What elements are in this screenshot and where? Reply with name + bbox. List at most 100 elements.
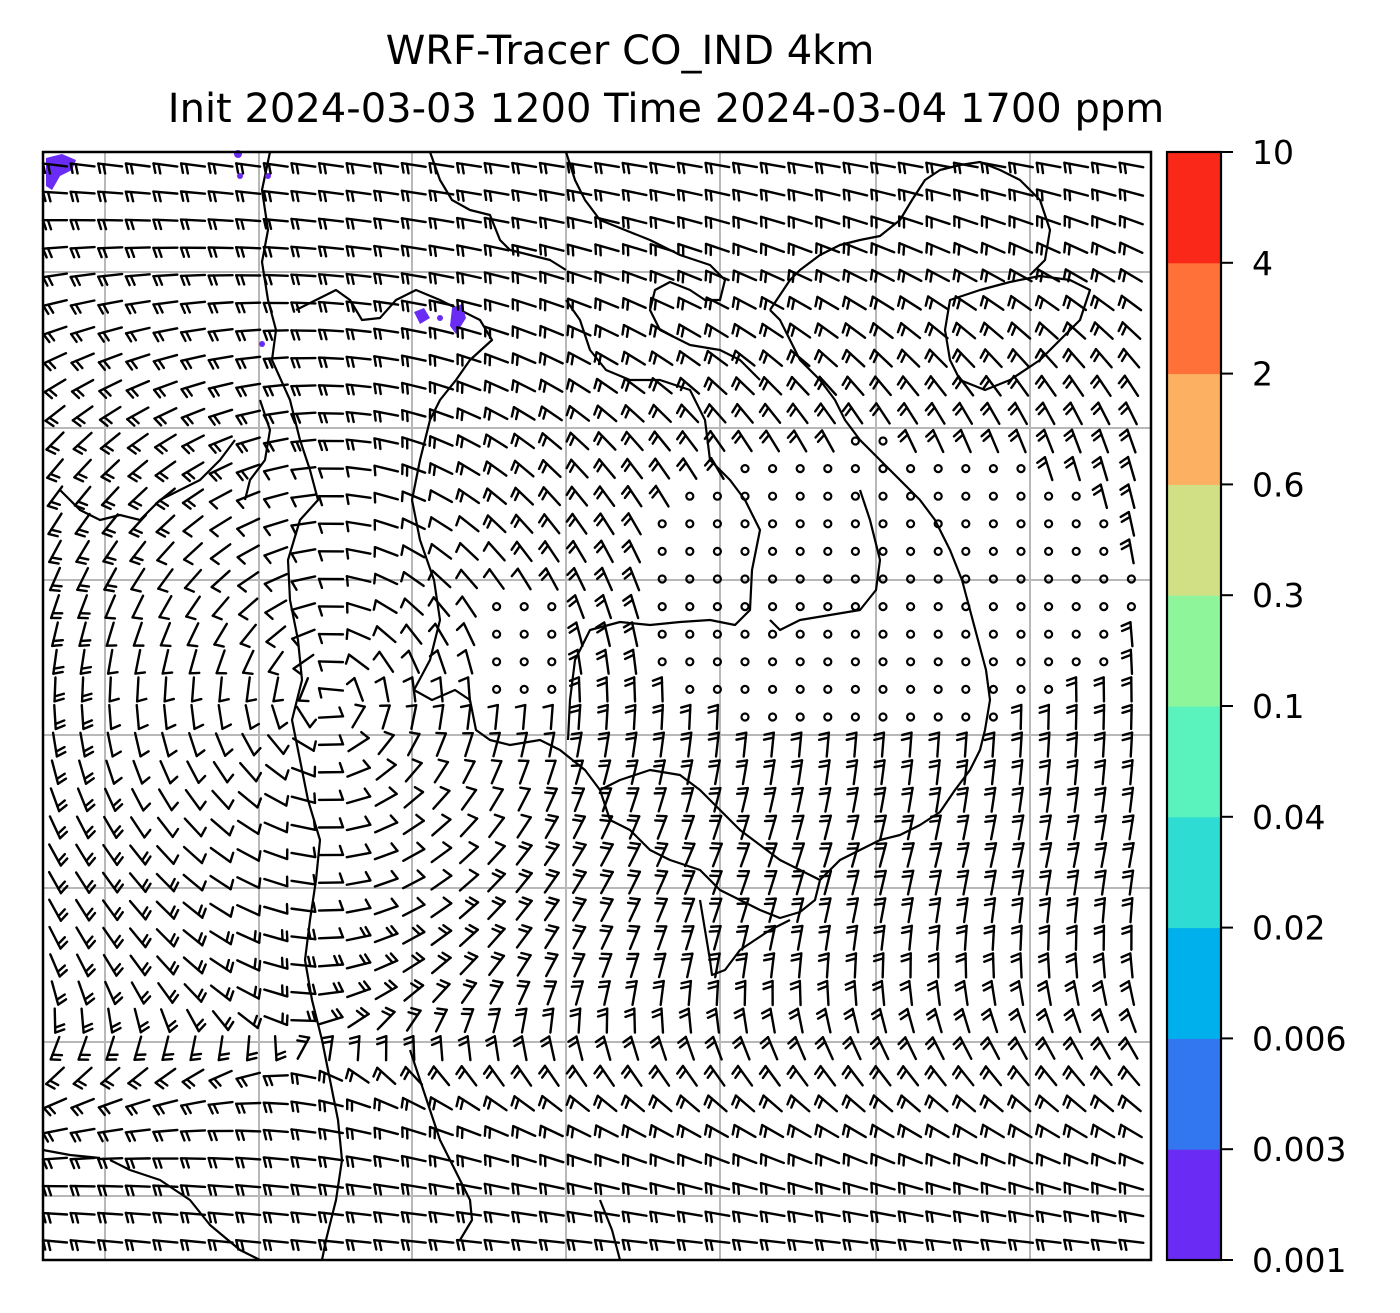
wind-barb	[901, 786, 914, 813]
wind-barb	[488, 813, 506, 839]
wind-barb	[565, 539, 587, 563]
wind-barb	[264, 599, 288, 621]
wind-barb	[180, 354, 206, 371]
wind-barb	[572, 896, 587, 922]
wind-barb	[401, 869, 426, 890]
wind-barb	[676, 1124, 702, 1139]
wind-barb	[896, 1094, 921, 1113]
calm-wind-marker	[795, 629, 805, 639]
wind-barb	[677, 242, 703, 257]
wind-barb	[1066, 842, 1080, 868]
wind-barb	[295, 705, 318, 729]
wind-barb	[48, 815, 69, 840]
wind-barb	[842, 268, 868, 283]
wind-barb	[544, 786, 558, 812]
calm-wind-marker	[878, 574, 888, 584]
wind-barb	[482, 487, 508, 505]
wind-barb	[1091, 455, 1109, 482]
wind-barb	[152, 190, 179, 203]
wind-barb	[291, 628, 316, 648]
wind-barb	[870, 1007, 888, 1034]
wind-barb	[593, 431, 617, 451]
wind-barb	[594, 1182, 620, 1196]
calm-wind-marker	[712, 491, 723, 501]
wind-barb	[290, 602, 317, 619]
calm-wind-marker	[878, 629, 888, 639]
wind-barb	[455, 1210, 483, 1224]
wind-barb	[124, 190, 151, 203]
calm-wind-marker	[905, 464, 916, 474]
wind-barb	[211, 596, 230, 621]
wind-barb	[515, 924, 533, 949]
wind-barb	[787, 215, 813, 229]
calm-wind-marker	[795, 601, 805, 612]
wind-barb	[597, 731, 611, 758]
wind-barb	[599, 814, 614, 840]
wind-barb	[1038, 703, 1051, 731]
wind-barb	[482, 568, 505, 590]
wind-barb	[763, 759, 776, 786]
wind-barb	[900, 759, 914, 786]
wind-barb	[598, 759, 612, 786]
calm-wind-marker	[933, 601, 943, 612]
wind-barb	[814, 242, 841, 256]
wind-barb	[979, 321, 1004, 340]
wind-barb	[483, 1182, 510, 1196]
calm-wind-marker	[795, 657, 805, 667]
wind-barb	[236, 517, 261, 537]
wind-barb	[69, 299, 96, 315]
wind-barb	[1120, 621, 1134, 648]
wind-barb	[709, 869, 723, 896]
calm-wind-marker	[712, 546, 723, 557]
calm-wind-marker	[1043, 601, 1054, 612]
wind-barb	[265, 763, 290, 781]
calm-wind-marker	[1016, 601, 1026, 612]
wind-barb	[53, 1007, 66, 1034]
wind-barb	[266, 734, 290, 756]
wind-barb	[951, 321, 977, 340]
wind-barb	[51, 621, 65, 648]
wind-barb	[400, 354, 427, 368]
wind-barb	[433, 758, 450, 784]
wind-barb	[273, 1035, 287, 1062]
wind-barb	[874, 842, 888, 868]
wind-barb	[455, 161, 483, 175]
wind-barb	[814, 1152, 841, 1167]
wind-barb	[317, 550, 345, 562]
wind-barb	[207, 1100, 234, 1115]
wind-barb	[292, 653, 315, 676]
calm-wind-marker	[685, 519, 695, 529]
wind-barb	[290, 493, 317, 508]
calm-wind-marker	[850, 657, 861, 667]
wind-barb	[870, 188, 896, 202]
wind-barb	[262, 329, 289, 342]
calm-wind-marker	[823, 491, 833, 501]
wind-barb	[544, 952, 559, 978]
wind-barb	[708, 897, 723, 923]
wind-barb	[1063, 1008, 1082, 1034]
wind-barb	[427, 489, 454, 504]
wind-barb	[318, 1099, 344, 1113]
wind-barb	[593, 1094, 618, 1113]
wind-barb	[237, 1012, 263, 1030]
wind-barb	[427, 596, 451, 617]
wind-barb	[873, 759, 886, 786]
wind-barb	[869, 1238, 897, 1252]
colorbar-tick-label: 0.6	[1252, 465, 1304, 504]
wind-barb	[207, 301, 234, 314]
wind-barb	[124, 1128, 151, 1143]
wind-barb	[952, 1152, 979, 1167]
calm-wind-marker	[823, 657, 833, 667]
wind-barb	[128, 872, 152, 893]
wind-barb	[373, 464, 400, 477]
wind-barb	[483, 216, 510, 230]
wind-barb	[262, 1128, 289, 1141]
wind-barb	[980, 1036, 1001, 1061]
wind-barb	[708, 759, 721, 786]
calm-wind-marker	[519, 684, 529, 695]
wind-barb	[841, 402, 864, 425]
calm-wind-marker	[961, 684, 971, 695]
wind-barb	[1008, 161, 1034, 175]
wind-barb	[69, 1184, 96, 1197]
calm-wind-marker	[1071, 546, 1081, 557]
